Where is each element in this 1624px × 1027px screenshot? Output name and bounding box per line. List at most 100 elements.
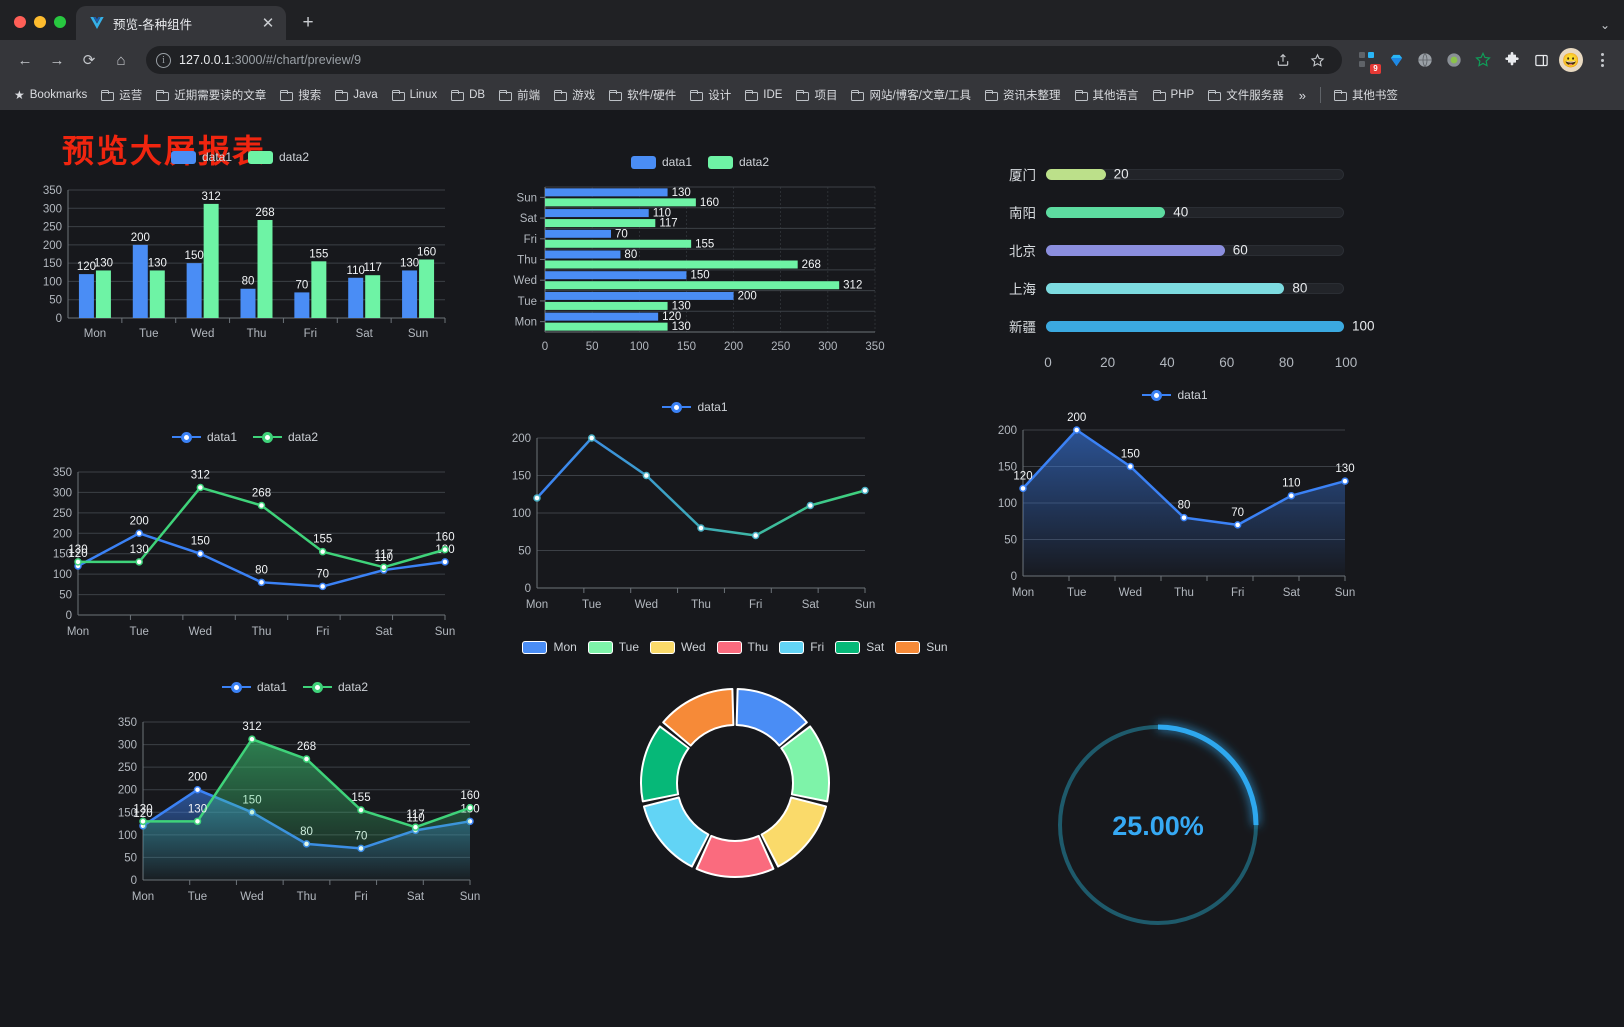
legend-item-data1[interactable]: data1 (170, 150, 232, 164)
forward-button[interactable]: → (49, 51, 65, 69)
legend-item-data1[interactable]: data1 (662, 400, 728, 414)
svg-text:Sun: Sun (408, 328, 428, 340)
bookmark-item[interactable]: IDE (739, 86, 788, 104)
chart-line-smooth: data1 0 50 100 150 200 Mon Tue Wed Thu Fri Sat Sun (495, 400, 895, 650)
bookmark-item[interactable]: 前端 (493, 84, 546, 106)
bookmark-item[interactable]: PHP (1147, 86, 1201, 104)
legend-item-fri[interactable]: Fri (779, 640, 824, 654)
bookmark-item[interactable]: 设计 (684, 84, 737, 106)
legend-label: Mon (553, 640, 577, 654)
browser-tab[interactable]: 预览-各种组件 ✕ (76, 6, 286, 40)
reload-button[interactable]: ⟳ (82, 52, 96, 69)
svg-text:Sun: Sun (517, 192, 537, 204)
legend-item-data1[interactable]: data1 (171, 430, 237, 444)
share-icon[interactable] (1268, 45, 1298, 75)
bookmark-item[interactable]: 近期需要读的文章 (150, 84, 272, 106)
svg-text:Fri: Fri (524, 234, 537, 246)
folder-icon (985, 89, 999, 101)
progress-value: 20 (1113, 166, 1129, 182)
legend-item-data2[interactable]: data2 (248, 150, 309, 164)
svg-text:200: 200 (130, 515, 149, 527)
address-bar[interactable]: i 127.0.0.1:3000/#/chart/preview/9 (146, 46, 1342, 74)
svg-text:150: 150 (191, 536, 210, 548)
back-button[interactable]: ← (17, 51, 33, 69)
sidepanel-icon[interactable] (1530, 49, 1552, 71)
extensions-area: 9 😀 (1352, 48, 1614, 74)
legend-label: data1 (256, 680, 287, 694)
url-host: 127.0.0.1 (179, 53, 232, 67)
folder-icon (554, 89, 568, 101)
bookmarks-overflow-button[interactable]: » (1298, 87, 1306, 103)
axis-tick-label: 20 (1100, 355, 1116, 370)
progress-axis: 0 20 40 60 80 100 (1044, 355, 1357, 379)
svg-text:Tue: Tue (582, 599, 601, 611)
legend-item-tue[interactable]: Tue (587, 640, 639, 654)
maximize-window-button[interactable] (54, 16, 66, 28)
legend-item-data2[interactable]: data2 (303, 680, 368, 694)
legend-marker (221, 681, 251, 693)
svg-text:130: 130 (672, 300, 691, 312)
puzzle-grid-icon[interactable]: 9 (1356, 49, 1381, 74)
chart-line-double: data1 data2 0 50 100 150 200 250 300 350 Mon Tue W… (30, 430, 460, 680)
bookmark-item[interactable]: 其他语言 (1069, 84, 1145, 106)
legend-label: data1 (661, 155, 692, 169)
svg-text:350: 350 (43, 185, 62, 197)
globe-icon[interactable] (1414, 49, 1436, 71)
bookmark-item[interactable]: 游戏 (548, 84, 601, 106)
legend-label: Wed (681, 640, 706, 654)
svg-text:200: 200 (43, 240, 62, 252)
site-info-icon[interactable]: i (156, 52, 171, 68)
svg-text:268: 268 (255, 207, 274, 219)
legend-item-sat[interactable]: Sat (835, 640, 884, 654)
legend-label: Sun (926, 640, 948, 654)
puzzle-icon[interactable] (1501, 49, 1523, 71)
folder-icon (499, 89, 513, 101)
area-double-plot: 0 50 100 150 200 250 300 350 Mon Tue Wed Thu Fri Sat S… (118, 717, 480, 903)
legend-item-data2[interactable]: data2 (253, 430, 318, 444)
bookmark-item[interactable]: Java (329, 86, 383, 104)
bookmark-item[interactable]: Linux (386, 86, 444, 104)
tabstrip-menu-button[interactable]: ⌄ (1599, 18, 1610, 32)
bookmark-item[interactable]: 运营 (95, 84, 148, 106)
legend-item-mon[interactable]: Mon (522, 640, 577, 654)
other-bookmarks-item[interactable]: 其他书签 (1328, 84, 1404, 106)
legend-item-data2[interactable]: data2 (708, 155, 769, 169)
bookmark-star-icon[interactable] (1302, 45, 1332, 75)
browser-menu-button[interactable] (1590, 53, 1614, 67)
bookmark-item[interactable]: 搜索 (274, 84, 327, 106)
bookmark-label: Linux (409, 89, 438, 101)
svg-text:Fri: Fri (749, 599, 762, 611)
chart-progress-bars: 厦门 20 南阳 40 北京 60 上海 80 新疆 100 0 20 40 60 80 100 (990, 155, 1380, 395)
home-button[interactable]: ⌂ (116, 51, 126, 69)
legend-item-sun[interactable]: Sun (895, 640, 948, 654)
close-tab-button[interactable]: ✕ (261, 15, 275, 32)
legend-item-data1[interactable]: data1 (221, 680, 287, 694)
svg-text:0: 0 (131, 875, 137, 887)
svg-text:70: 70 (1231, 507, 1244, 519)
svg-text:0: 0 (525, 583, 531, 595)
bookmark-item[interactable]: ★ Bookmarks (8, 85, 93, 105)
new-tab-button[interactable]: + (302, 12, 314, 33)
close-window-button[interactable] (14, 16, 26, 28)
circle-icon[interactable] (1443, 49, 1465, 71)
bookmark-item[interactable]: 资讯未整理 (979, 84, 1067, 106)
bookmark-item[interactable]: 软件/硬件 (603, 84, 682, 106)
svg-text:Fri: Fri (1231, 587, 1244, 599)
progress-row: 北京 60 (990, 231, 1380, 269)
diamond-icon[interactable] (1385, 49, 1407, 71)
profile-avatar[interactable]: 😀 (1559, 48, 1583, 72)
bookmark-item[interactable]: 网站/博客/文章/工具 (845, 84, 977, 106)
star-outline-icon[interactable] (1472, 49, 1494, 71)
page-title: 预览大屏报表 (62, 133, 267, 169)
bookmark-item[interactable]: 文件服务器 (1202, 84, 1290, 106)
legend-item-data1[interactable]: data1 (630, 155, 692, 169)
minimize-window-button[interactable] (34, 16, 46, 28)
legend-item-thu[interactable]: Thu (716, 640, 768, 654)
svg-text:70: 70 (295, 279, 308, 291)
svg-text:0: 0 (1011, 571, 1017, 583)
bookmark-item[interactable]: 项目 (790, 84, 843, 106)
svg-text:155: 155 (309, 248, 328, 260)
legend-item-data1[interactable]: data1 (1142, 388, 1208, 402)
legend-item-wed[interactable]: Wed (650, 640, 706, 654)
bookmark-item[interactable]: DB (445, 86, 491, 104)
